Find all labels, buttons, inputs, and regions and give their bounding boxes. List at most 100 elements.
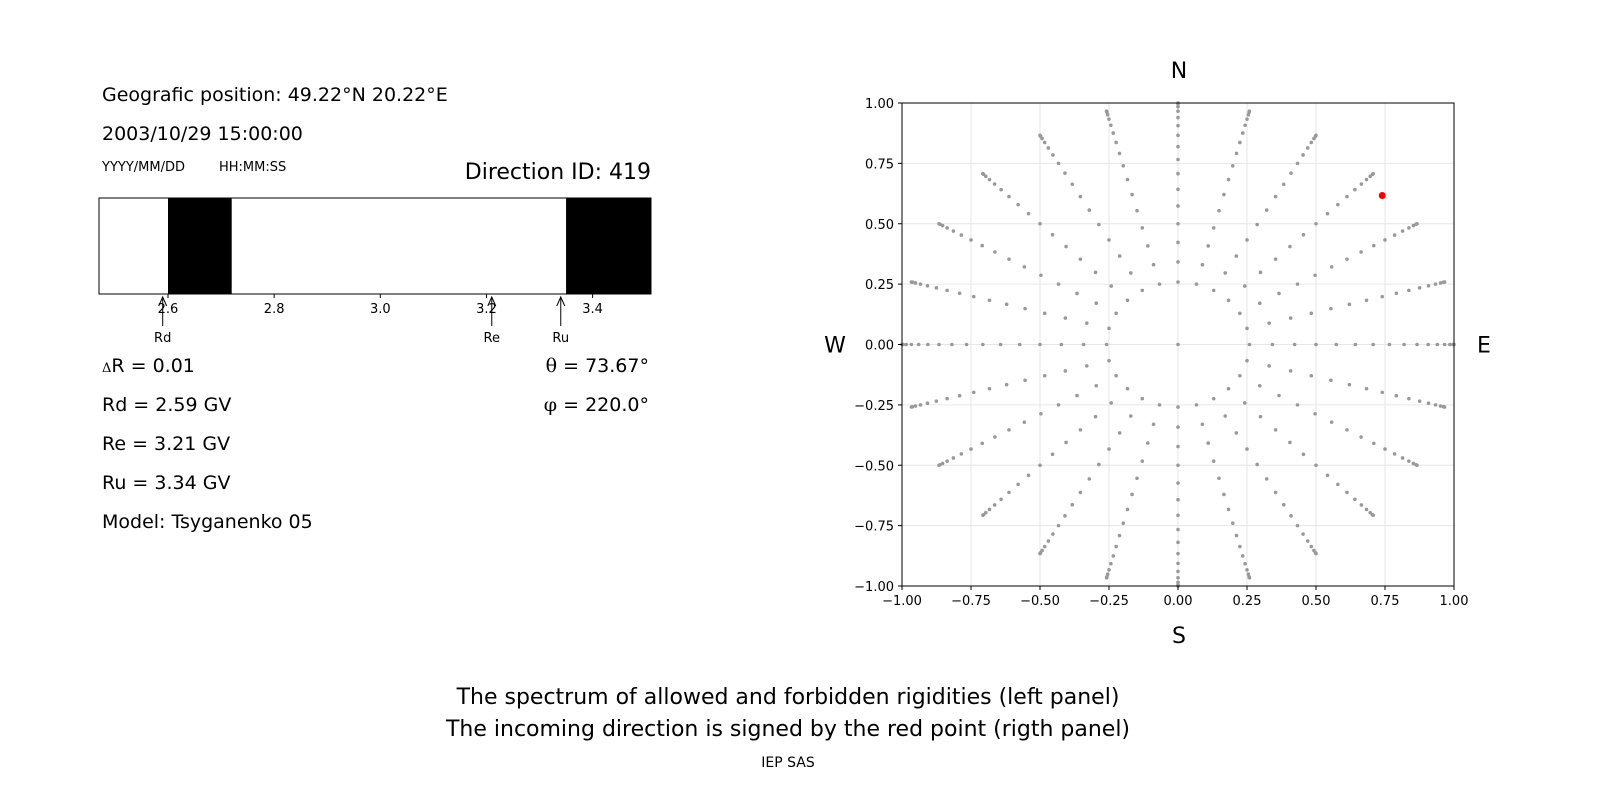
direction-point [1407, 288, 1411, 293]
direction-point [1107, 447, 1111, 451]
direction-point [1394, 291, 1399, 296]
direction-point [1309, 311, 1314, 316]
direction-point [1442, 342, 1447, 347]
direction-point [1104, 575, 1109, 580]
direction-point [909, 342, 914, 347]
x-tick-label: −0.50 [1020, 594, 1060, 609]
direction-point [987, 298, 992, 303]
direction-point [1176, 240, 1180, 245]
direction-point [1222, 192, 1226, 197]
direction-point [1289, 514, 1293, 518]
direction-point [1273, 194, 1278, 199]
direction-point [1295, 523, 1300, 528]
geo-position: Geografic position: 49.22°N 20.22°E [102, 84, 448, 106]
direction-point [1247, 342, 1252, 347]
direction-point [1075, 393, 1079, 398]
direction-point [1111, 131, 1116, 135]
x-tick-label: −0.75 [951, 594, 991, 609]
direction-point [1245, 358, 1249, 363]
direction-point [1007, 257, 1011, 261]
direction-point [1380, 294, 1385, 299]
direction-point [964, 342, 969, 347]
direction-point [1059, 342, 1064, 347]
direction-point [1281, 182, 1286, 187]
direction-point [1085, 321, 1089, 325]
direction-point [1125, 298, 1130, 303]
direction-point [916, 342, 921, 347]
direction-point [1176, 527, 1180, 532]
direction-point [940, 223, 945, 228]
direction-point [1402, 342, 1406, 347]
direction-point [980, 441, 985, 446]
direction-point [1417, 286, 1422, 290]
direction-point [1448, 342, 1452, 347]
direction-point [1087, 208, 1092, 212]
direction-point [1245, 117, 1249, 121]
direction-point [971, 294, 976, 299]
spectrum-tick-label: 2.8 [264, 302, 285, 317]
direction-point [1097, 222, 1101, 227]
direction-point [1281, 502, 1286, 507]
direction-point [940, 461, 945, 466]
direction-point [1267, 321, 1271, 325]
direction-point [1222, 492, 1226, 497]
direction-point [1364, 177, 1369, 182]
direction-point [1038, 133, 1042, 138]
direction-point [1206, 244, 1210, 248]
direction-point [1176, 260, 1180, 264]
marker-arrow-head-re [487, 295, 497, 307]
compass-east: E [1477, 334, 1491, 359]
direction-point [1023, 378, 1027, 383]
caption-line-2: The incoming direction is signed by the … [445, 717, 1131, 742]
direction-point [1234, 431, 1239, 435]
direction-point [904, 342, 908, 347]
direction-point [1046, 146, 1051, 150]
direction-point [1070, 502, 1075, 507]
direction-point [937, 342, 941, 347]
direction-point [1400, 456, 1405, 460]
direction-point [1309, 140, 1314, 145]
direction-point [1295, 403, 1300, 407]
direction-point [1301, 532, 1305, 536]
direction-point [1359, 250, 1363, 254]
direction-point [1277, 393, 1281, 398]
direction-point [934, 286, 939, 290]
direction-point [1364, 507, 1369, 512]
y-tick-label: 0.75 [865, 157, 894, 172]
direction-point [1301, 232, 1306, 237]
direction-point [1211, 459, 1216, 463]
direction-point [1364, 386, 1369, 391]
direction-point [1051, 153, 1055, 157]
direction-point [1038, 221, 1042, 226]
direction-point [993, 435, 997, 439]
direction-point [1245, 447, 1249, 451]
direction-point [937, 221, 941, 226]
direction-point [981, 513, 985, 518]
direction-point [1314, 551, 1318, 556]
direction-point [1140, 396, 1145, 401]
direction-point [1329, 265, 1334, 269]
direction-point [1151, 262, 1156, 267]
direction-point [987, 507, 992, 512]
y-tick-label: −1.00 [854, 580, 894, 595]
direction-point [951, 456, 956, 460]
direction-point [1258, 414, 1263, 419]
direction-point [1051, 532, 1055, 536]
direction-point [1257, 383, 1262, 388]
direction-point [1157, 403, 1162, 407]
direction-point [1038, 463, 1042, 468]
direction-point [945, 459, 949, 463]
direction-point [1107, 326, 1111, 331]
x-tick-label: 0.50 [1302, 594, 1331, 609]
direction-point [1243, 561, 1247, 566]
direction-point [1176, 123, 1180, 128]
forbidden-band-1 [168, 198, 232, 294]
direction-point [1426, 283, 1431, 288]
direction-point [1345, 194, 1349, 199]
direction-point [1094, 301, 1099, 306]
x-tick-label: 0.25 [1233, 594, 1262, 609]
re-value: Re = 3.21 GV [102, 433, 231, 455]
direction-point [1056, 161, 1061, 166]
direction-point [1288, 316, 1293, 320]
direction-point [1114, 311, 1118, 316]
